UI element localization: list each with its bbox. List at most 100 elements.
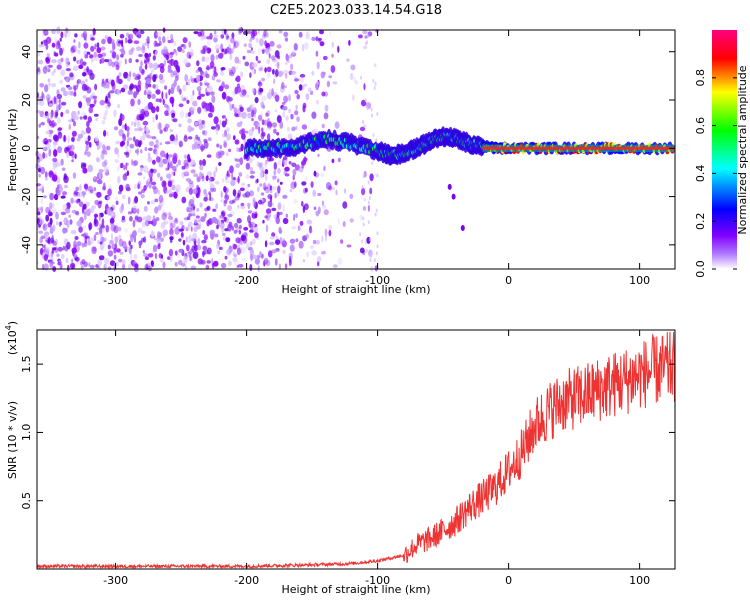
noise-speckle: [362, 222, 365, 227]
noise-speckle: [291, 226, 296, 230]
noise-speckle: [159, 129, 163, 135]
noise-speckle: [326, 80, 331, 88]
noise-speckle: [274, 192, 277, 199]
noise-speckle: [220, 190, 223, 199]
noise-speckle: [144, 63, 148, 70]
noise-speckle: [189, 253, 194, 260]
noise-speckle: [82, 225, 87, 230]
noise-speckle: [59, 263, 63, 270]
noise-speckle: [272, 68, 275, 75]
noise-speckle: [353, 77, 356, 83]
noise-speckle: [88, 141, 92, 148]
noise-speckle: [40, 121, 45, 126]
noise-speckle: [113, 225, 119, 234]
noise-speckle: [294, 89, 299, 95]
noise-speckle: [38, 230, 43, 234]
noise-speckle: [71, 159, 74, 163]
noise-speckle: [200, 93, 205, 97]
noise-speckle: [265, 112, 269, 117]
noise-speckle: [57, 40, 60, 46]
noise-speckle: [303, 203, 309, 211]
noise-speckle: [207, 39, 212, 46]
noise-speckle: [134, 216, 139, 221]
noise-speckle: [293, 198, 298, 204]
noise-speckle: [224, 48, 228, 55]
noise-speckle: [331, 41, 334, 48]
noise-speckle: [167, 256, 171, 260]
noise-speckle: [122, 194, 126, 200]
noise-speckle: [175, 51, 178, 56]
noise-speckle: [73, 85, 77, 93]
noise-speckle: [38, 168, 41, 173]
noise-speckle: [209, 177, 212, 183]
noise-speckle: [271, 249, 277, 254]
noise-speckle: [261, 77, 265, 82]
noise-speckle: [262, 219, 265, 224]
noise-speckle: [306, 31, 309, 40]
noise-speckle: [100, 171, 103, 175]
noise-speckle: [81, 131, 87, 135]
noise-speckle: [185, 227, 189, 232]
noise-speckle: [271, 207, 277, 212]
noise-speckle: [244, 130, 249, 134]
noise-speckle: [57, 261, 61, 266]
noise-speckle: [251, 126, 255, 132]
noise-speckle: [163, 128, 166, 132]
noise-speckle: [295, 213, 298, 219]
noise-speckle: [65, 257, 69, 264]
noise-speckle: [220, 43, 224, 51]
noise-speckle: [130, 244, 133, 250]
noise-speckle: [199, 202, 203, 208]
noise-speckle: [135, 59, 139, 63]
noise-speckle: [176, 67, 180, 73]
noise-speckle: [170, 58, 173, 66]
noise-speckle: [109, 217, 115, 224]
noise-speckle: [290, 113, 294, 120]
noise-speckle: [57, 146, 63, 154]
noise-speckle: [313, 206, 317, 211]
noise-speckle: [273, 78, 276, 85]
noise-speckle: [202, 245, 208, 251]
noise-speckle: [359, 247, 365, 254]
noise-speckle: [78, 101, 83, 109]
noise-speckle: [313, 170, 317, 177]
noise-speckle: [316, 256, 322, 262]
noise-speckle: [76, 220, 82, 227]
noise-speckle: [192, 89, 195, 96]
noise-speckle: [249, 167, 254, 172]
noise-speckle: [335, 189, 338, 196]
noise-speckle: [70, 51, 74, 57]
noise-speckle: [216, 143, 219, 148]
noise-speckle: [342, 201, 348, 209]
noise-speckle: [96, 42, 100, 48]
noise-speckle: [264, 67, 267, 73]
noise-speckle: [254, 179, 259, 184]
noise-speckle: [38, 174, 41, 178]
noise-speckle: [86, 66, 89, 73]
noise-speckle: [144, 60, 147, 64]
noise-speckle: [99, 233, 103, 237]
noise-speckle: [57, 184, 60, 191]
noise-speckle: [66, 29, 71, 38]
noise-speckle: [183, 171, 190, 177]
snr-y-ticks: 0.5 1.0 1.5: [20, 355, 675, 509]
noise-speckle: [306, 219, 312, 225]
noise-speckle: [121, 259, 126, 265]
noise-speckle: [164, 104, 167, 108]
noise-speckle: [189, 234, 192, 243]
noise-speckle: [261, 127, 264, 133]
noise-speckle: [230, 247, 234, 253]
spectrogram-frame: [36, 29, 676, 270]
x-tick-label: -300: [103, 574, 128, 587]
noise-speckle: [279, 237, 283, 245]
noise-speckle: [176, 163, 179, 168]
noise-speckle: [221, 120, 227, 128]
noise-speckle: [257, 81, 263, 87]
noise-speckle: [123, 164, 126, 171]
noise-speckle: [50, 100, 53, 104]
noise-speckle: [266, 133, 271, 141]
noise-speckle: [349, 72, 354, 81]
noise-speckle: [200, 216, 206, 223]
noise-speckle: [173, 171, 176, 176]
noise-speckle: [69, 144, 75, 151]
